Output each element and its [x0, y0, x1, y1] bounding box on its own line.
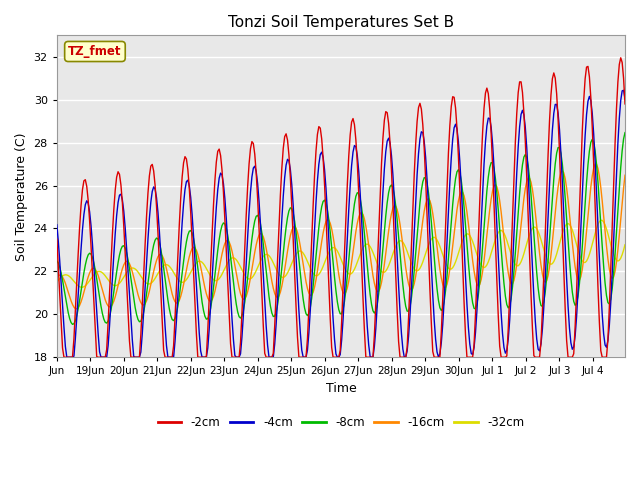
Title: Tonzi Soil Temperatures Set B: Tonzi Soil Temperatures Set B [228, 15, 454, 30]
Text: TZ_fmet: TZ_fmet [68, 45, 122, 58]
Y-axis label: Soil Temperature (C): Soil Temperature (C) [15, 132, 28, 261]
X-axis label: Time: Time [326, 382, 356, 395]
Legend: -2cm, -4cm, -8cm, -16cm, -32cm: -2cm, -4cm, -8cm, -16cm, -32cm [153, 411, 529, 434]
